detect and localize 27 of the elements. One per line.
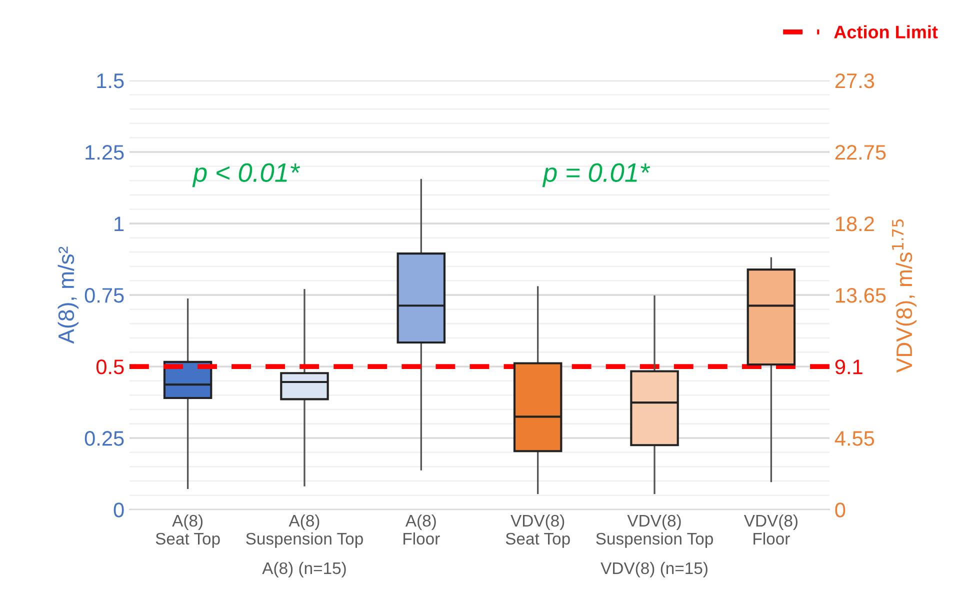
y2-tick-label: 22.75 (835, 144, 886, 160)
y-tick-label: 0.5 (96, 360, 124, 374)
annotation: p = 0.01* (542, 163, 650, 188)
y-tick-label: 1 (114, 216, 124, 232)
y2-tick-label: 27.3 (835, 73, 874, 88)
x-tick-label: A(8) Seat Top (156, 514, 220, 548)
x-tick-label: VDV(8) Suspension Top (596, 514, 713, 548)
x-tick-label: A(8) Suspension Top (246, 514, 363, 548)
legend-label: Action Limit (834, 25, 938, 38)
y2-tick-label: 18.2 (836, 216, 874, 232)
annotation: p < 0.01* (192, 163, 300, 188)
x-tick-label: A(8) Floor (404, 514, 440, 545)
y-tick-label: 1.25 (86, 144, 124, 160)
y-tick-label: 0.25 (84, 431, 124, 446)
y2-tick-label: 4.55 (834, 431, 874, 446)
y-tick-label: 1.5 (97, 74, 124, 88)
y2-tick-label: 13.65 (836, 288, 886, 303)
y-tick-label: 0 (114, 502, 124, 518)
y-tick-label: 0.75 (84, 288, 124, 303)
x-tick-label: VDV(8) Seat Top (506, 514, 570, 548)
x-tick-label: VDV(8) Floor (744, 514, 798, 545)
text: VDV(8) (n=15) (600, 562, 708, 578)
y2-tick-label: 9.1 (835, 360, 862, 374)
y2-tick-label: 0 (835, 502, 846, 518)
y-axis-title: A(8), m/s² (58, 246, 78, 344)
y2-axis-title: VDV(8), m/s$^{1.75}$ (892, 219, 917, 373)
text: A(8) (n=15) (262, 562, 346, 578)
